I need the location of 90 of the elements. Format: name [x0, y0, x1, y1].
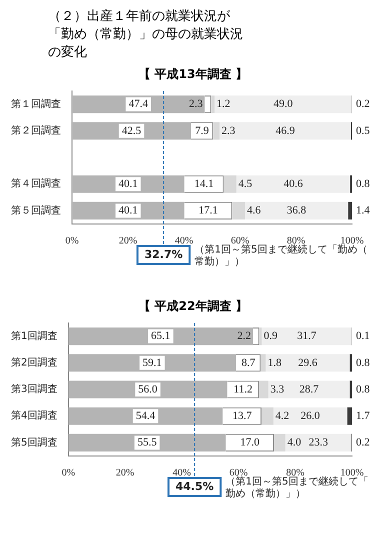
bar [68, 354, 236, 372]
data-label: 28.7 [299, 383, 320, 396]
data-label: 1.8 [268, 356, 282, 369]
bar [211, 96, 215, 114]
data-label: 55.5 [137, 436, 158, 449]
data-label: 29.6 [298, 356, 318, 369]
ref-line-label: 32.7% [144, 248, 183, 261]
data-label: 7.9 [195, 124, 210, 137]
data-label: 17.1 [198, 204, 218, 217]
x-tick-label: 0% [65, 236, 79, 247]
data-label: 4.2 [275, 410, 290, 422]
data-label: 4.5 [238, 178, 253, 190]
y-tick-label: 第５回調査 [11, 204, 61, 216]
y-tick-label: 第5回調査 [10, 436, 58, 448]
y-tick-label: 第4回調査 [10, 410, 58, 422]
data-label: 2.3 [188, 98, 204, 110]
data-label: 11.2 [234, 383, 253, 396]
data-label: 2.2 [237, 330, 252, 342]
data-label: 4.6 [247, 204, 262, 217]
data-label: 40.1 [118, 178, 138, 190]
data-label: 26.0 [300, 410, 320, 422]
bar [68, 407, 223, 425]
data-label: 46.9 [276, 124, 296, 137]
bar [68, 434, 226, 452]
bar [258, 380, 268, 398]
data-label: 1.4 [356, 204, 370, 217]
data-label: 13.7 [232, 410, 252, 422]
data-label: 0.9 [264, 330, 278, 342]
data-label: 40.1 [118, 204, 138, 217]
data-label: 0.2 [356, 98, 370, 110]
bar [285, 434, 352, 452]
data-label: 8.7 [241, 356, 256, 369]
x-tick-label: 20% [116, 468, 134, 479]
bar [262, 328, 352, 346]
data-label: 0.8 [356, 356, 370, 369]
bar [232, 202, 246, 220]
bar [273, 407, 348, 425]
y-tick-label: 第４回調査 [11, 178, 61, 190]
data-label: 31.7 [297, 330, 317, 342]
bar [266, 354, 350, 372]
chart-subtitle: 【 平成22年調査 】 [137, 298, 249, 314]
data-label: 56.0 [138, 383, 158, 396]
data-label: 0.8 [356, 383, 370, 396]
bar [245, 202, 348, 220]
data-label: 0.8 [356, 178, 370, 190]
bar [224, 175, 236, 193]
bar [220, 122, 351, 140]
bar [236, 175, 350, 193]
bar [68, 380, 228, 398]
y-tick-label: 第1回調査 [10, 330, 58, 342]
x-tick-label: 40% [172, 468, 191, 479]
bar [262, 407, 274, 425]
data-label: 49.0 [273, 98, 294, 110]
bar [214, 96, 352, 114]
data-label: 59.1 [142, 356, 162, 369]
data-label: 1.7 [356, 410, 370, 422]
data-label: 4.0 [287, 436, 302, 449]
data-label: 1.2 [216, 98, 230, 110]
data-label: 65.1 [151, 330, 170, 342]
chart-subtitle: 【 平成13年調査 】 [137, 66, 249, 82]
data-label: 42.5 [122, 124, 142, 137]
data-label: 0.1 [356, 330, 370, 342]
data-label: 36.8 [286, 204, 307, 217]
bar [348, 202, 352, 220]
data-label: 3.3 [270, 383, 285, 396]
bar [68, 328, 254, 346]
y-tick-label: 第１回調査 [11, 98, 61, 110]
x-tick-label: 20% [118, 236, 138, 247]
data-label: 2.3 [222, 124, 236, 137]
y-tick-label: 第3回調査 [10, 383, 58, 396]
bar [274, 434, 286, 452]
data-label: 17.0 [240, 436, 260, 449]
bar [259, 328, 262, 346]
bar [213, 122, 220, 140]
data-label: 47.4 [128, 98, 148, 110]
chart-title: （２）出産１年前の就業状況が「勤め（常勤）」の母の就業状況の変化 [48, 8, 244, 62]
data-label: 40.6 [284, 178, 304, 190]
data-label: 14.1 [194, 178, 214, 190]
x-tick-label: 40% [174, 236, 194, 247]
x-tick-label: 0% [62, 468, 76, 479]
data-label: 23.3 [308, 436, 329, 449]
bar [347, 407, 352, 425]
y-tick-label: 第2回調査 [10, 356, 58, 368]
data-label: 54.4 [136, 410, 156, 422]
ref-line-label: 44.5% [175, 480, 214, 493]
bar [260, 354, 266, 372]
bar [268, 380, 350, 398]
data-label: 0.2 [356, 436, 370, 449]
data-label: 0.5 [356, 124, 370, 137]
y-tick-label: 第２回調査 [11, 124, 61, 136]
